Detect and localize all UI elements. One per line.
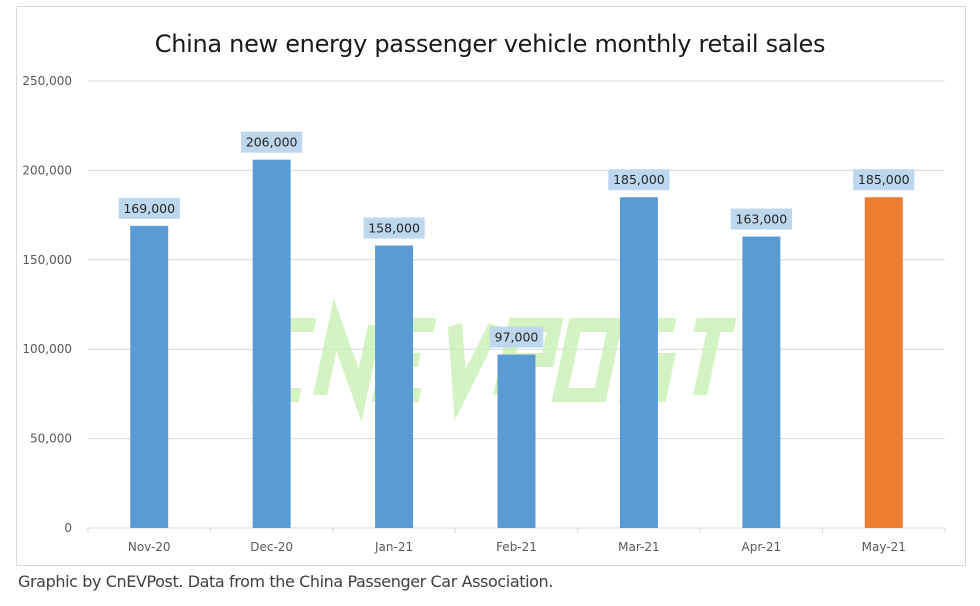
y-tick-label: 200,000	[22, 163, 72, 177]
data-label: 163,000	[736, 212, 788, 227]
data-label: 206,000	[246, 135, 298, 150]
bar	[130, 225, 169, 528]
data-label-box	[118, 197, 180, 219]
data-label: 169,000	[123, 201, 175, 216]
data-label: 185,000	[613, 172, 665, 187]
x-tick-label: Nov-20	[128, 540, 171, 554]
y-tick-label: 100,000	[22, 342, 72, 356]
data-label-box	[363, 217, 425, 239]
data-label-box	[730, 208, 792, 230]
x-tick-label: Mar-21	[618, 540, 659, 554]
watermark-letter	[447, 323, 502, 421]
source-note: Graphic by CnEVPost. Data from the China…	[18, 572, 553, 591]
x-tick-label: Apr-21	[742, 540, 782, 554]
y-tick-label: 50,000	[30, 432, 72, 446]
chart-frame	[16, 6, 966, 566]
data-label-box	[489, 326, 544, 348]
x-tick-label: Dec-20	[250, 540, 293, 554]
x-tick-label: May-21	[862, 540, 906, 554]
x-tick-label: Feb-21	[496, 540, 537, 554]
data-label-box	[853, 169, 915, 191]
watermark-letter	[693, 318, 737, 395]
data-label-box	[241, 131, 303, 153]
data-label: 158,000	[368, 220, 420, 235]
bar	[864, 197, 903, 528]
chart-title: China new energy passenger vehicle month…	[154, 30, 826, 58]
watermark-letter	[551, 318, 624, 402]
data-label-box	[608, 169, 670, 191]
y-tick-label: 0	[64, 521, 72, 535]
bar	[497, 354, 536, 528]
data-label: 97,000	[495, 330, 539, 345]
bar	[375, 245, 414, 528]
x-tick-label: Jan-21	[374, 540, 413, 554]
bar	[742, 236, 781, 528]
data-label: 185,000	[858, 172, 910, 187]
bar	[619, 197, 658, 528]
watermark-letter	[313, 298, 382, 422]
bar	[252, 159, 291, 528]
y-tick-label: 250,000	[22, 74, 72, 88]
y-tick-label: 150,000	[22, 253, 72, 267]
